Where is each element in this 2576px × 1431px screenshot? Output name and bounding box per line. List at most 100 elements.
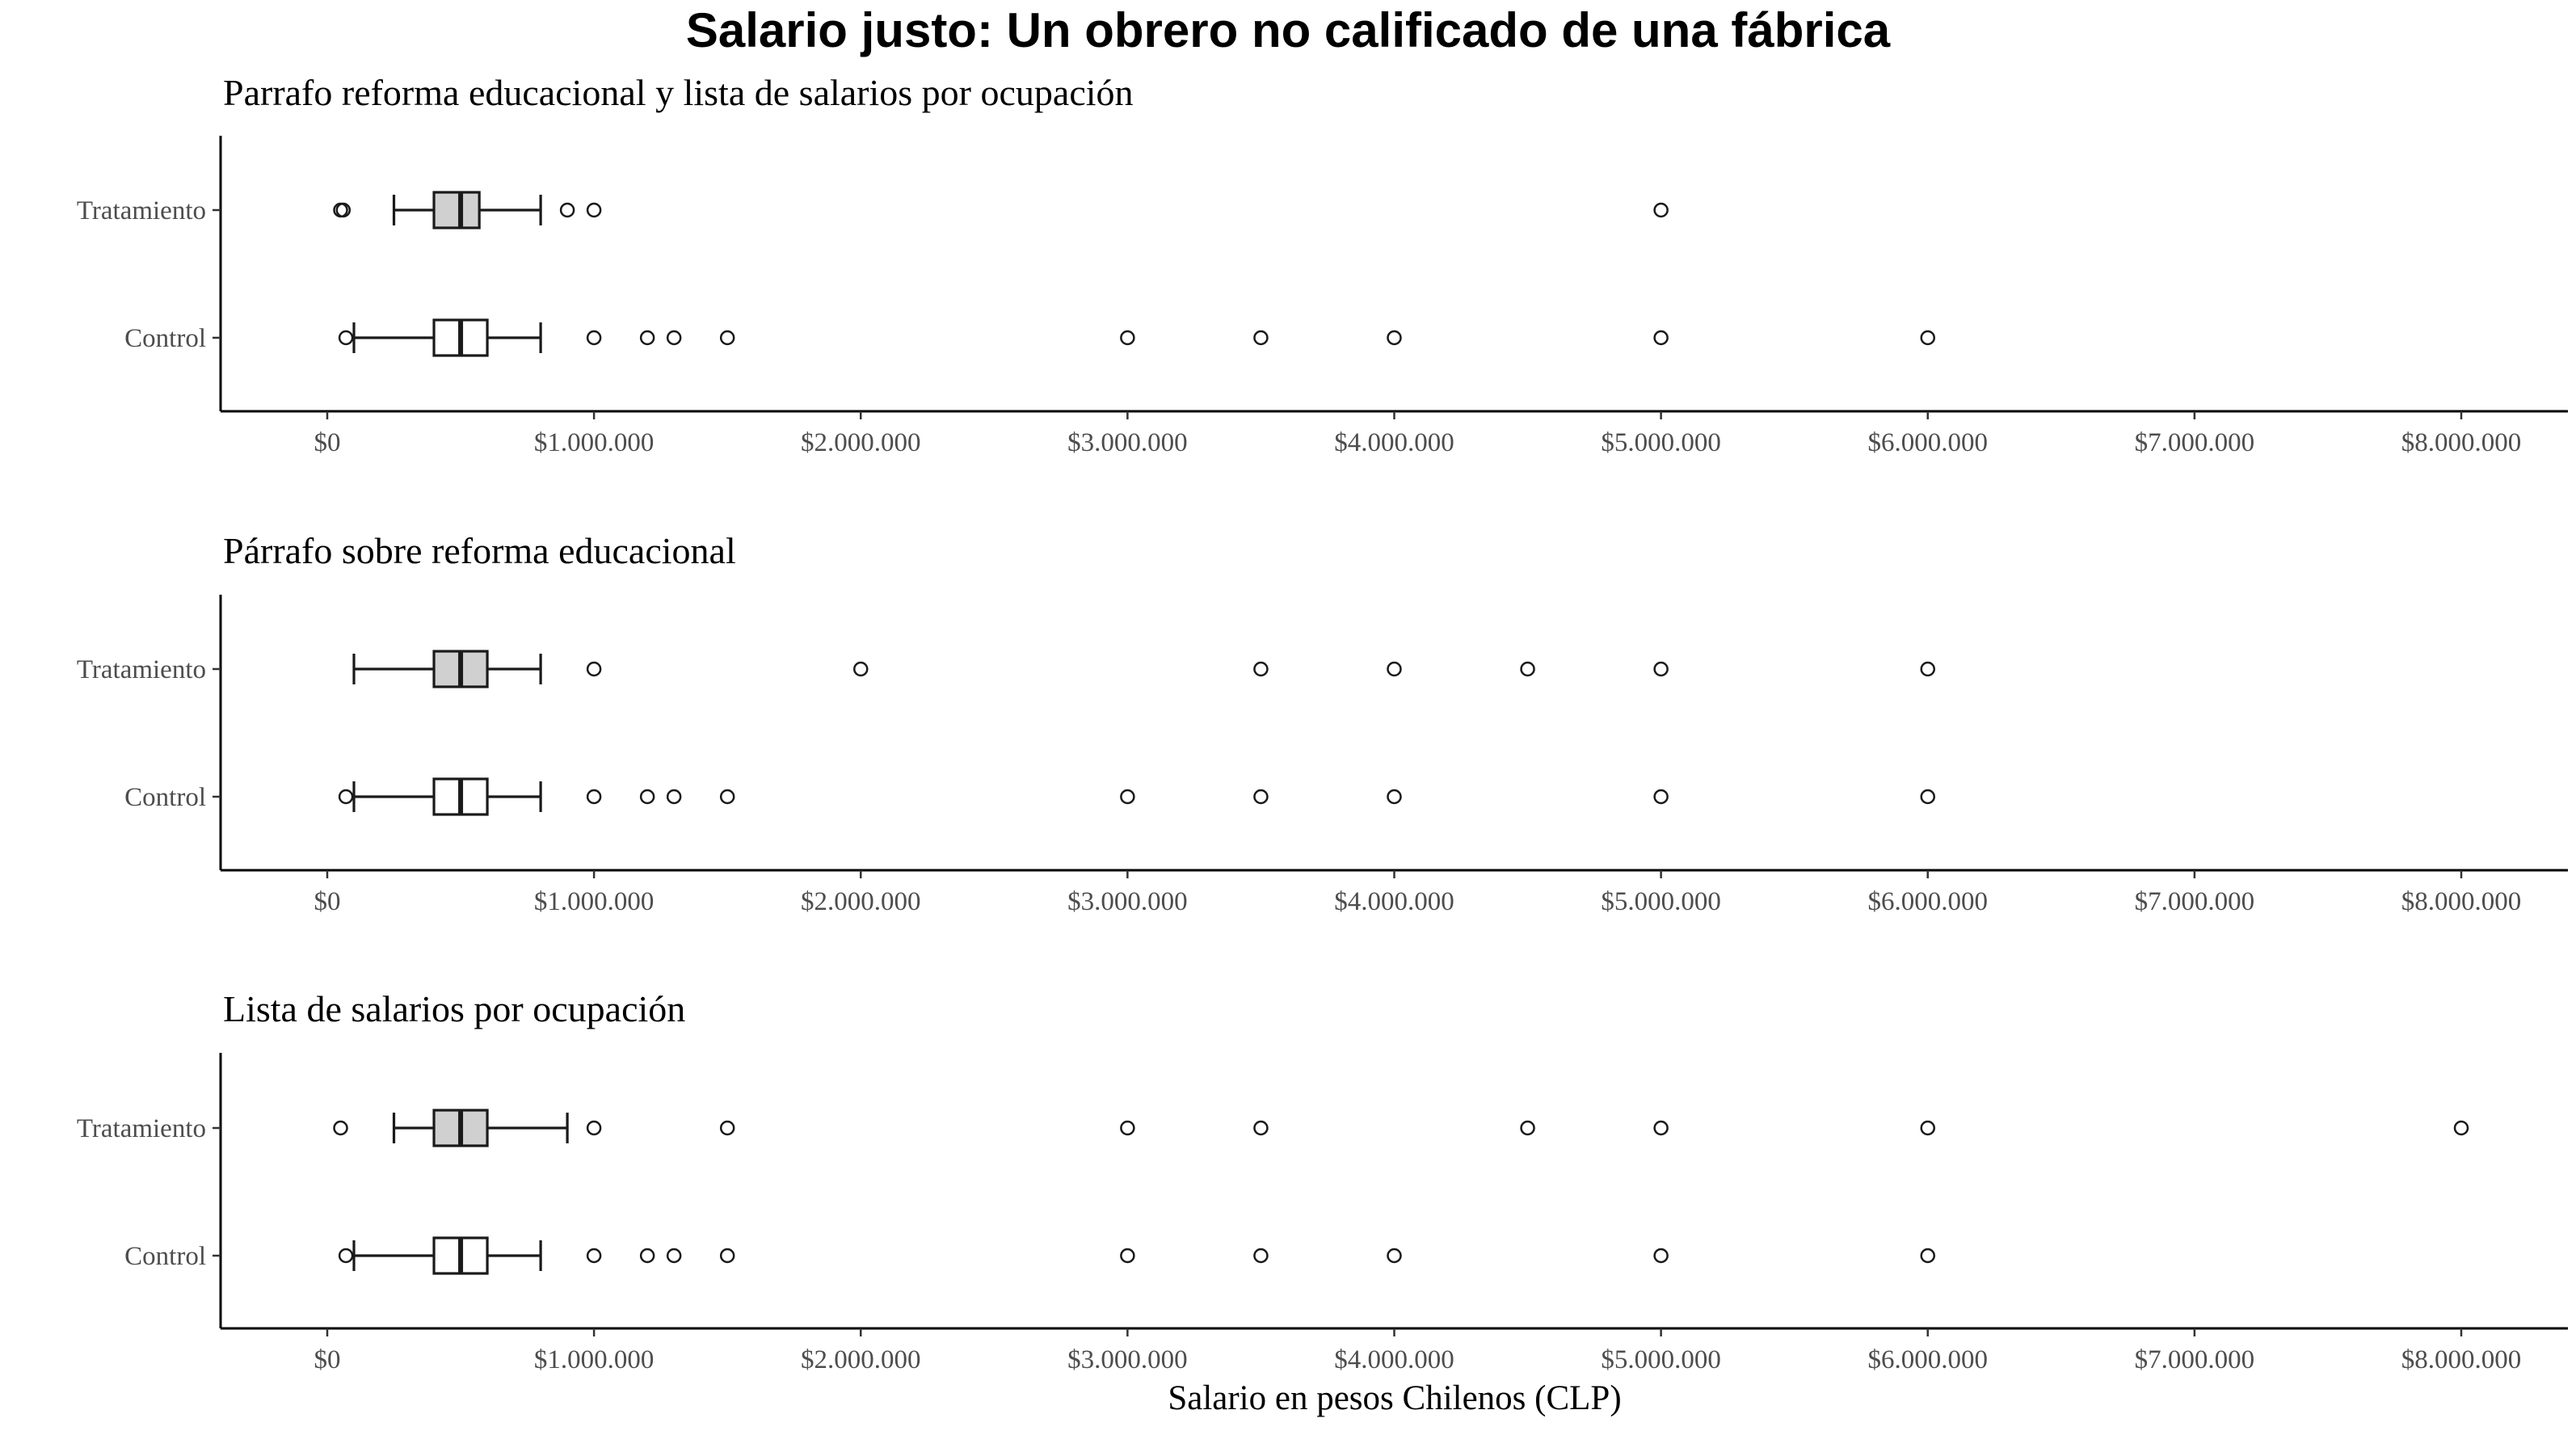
panel-1: Parrafo reforma educacional y lista de s… — [77, 72, 2568, 457]
outlier-point — [586, 661, 602, 677]
x-tick-label: $3.000.000 — [1067, 1345, 1188, 1374]
x-tick-label: $7.000.000 — [2135, 887, 2255, 916]
outlier-point — [1253, 1120, 1269, 1136]
x-tick-label: $6.000.000 — [1868, 1345, 1989, 1374]
x-tick-label: $5.000.000 — [1601, 428, 1721, 457]
x-tick-label: $5.000.000 — [1601, 887, 1721, 916]
outlier-point — [333, 1120, 348, 1136]
chart-title: Salario justo: Un obrero no calificado d… — [686, 3, 1891, 57]
outlier-point — [1653, 789, 1669, 805]
boxplot-control: Control — [124, 1236, 1935, 1275]
outlier-point — [1120, 1120, 1135, 1136]
outlier-point — [1653, 661, 1669, 677]
outlier-point — [1920, 330, 1935, 346]
outlier-point — [719, 330, 735, 346]
panel-3: Lista de salarios por ocupación $0 $1.000.… — [77, 988, 2568, 1374]
y-tick-label: Tratamiento — [77, 655, 206, 684]
outlier-point — [639, 330, 655, 346]
x-tick-label: $4.000.000 — [1334, 1345, 1454, 1374]
boxplot-control: Control — [124, 318, 1935, 357]
x-tick-label: $2.000.000 — [801, 887, 921, 916]
outlier-point — [1920, 1248, 1935, 1264]
x-tick-label: $0 — [314, 887, 341, 916]
outlier-point — [1653, 330, 1669, 346]
outlier-point — [719, 1248, 735, 1264]
x-tick-label: $1.000.000 — [534, 428, 655, 457]
x-tick-label: $2.000.000 — [801, 428, 921, 457]
outlier-point — [639, 1248, 655, 1264]
outlier-point — [1253, 661, 1269, 677]
outlier-point — [1653, 1120, 1669, 1136]
x-tick-label: $5.000.000 — [1601, 1345, 1721, 1374]
panel-2: Párrafo sobre reforma educacional $0 $1.00… — [77, 530, 2568, 916]
x-tick-label: $8.000.000 — [2401, 1345, 2522, 1374]
outlier-point — [338, 789, 354, 805]
outlier-point — [1920, 1120, 1935, 1136]
boxplot-tratamiento: Tratamiento — [77, 191, 1669, 229]
x-tick-label: $1.000.000 — [534, 887, 655, 916]
outlier-point — [1520, 661, 1535, 677]
x-tick-label: $0 — [314, 1345, 341, 1374]
outlier-point — [719, 1120, 735, 1136]
outlier-point — [1387, 661, 1402, 677]
outlier-point — [1253, 789, 1269, 805]
y-tick-label: Control — [124, 324, 206, 353]
outlier-point — [1653, 1248, 1669, 1264]
outlier-point — [2453, 1120, 2469, 1136]
x-tick-label: $7.000.000 — [2135, 428, 2255, 457]
outlier-point — [586, 202, 602, 218]
x-tick-label: $3.000.000 — [1067, 887, 1188, 916]
outlier-point — [853, 661, 869, 677]
x-tick-label: $4.000.000 — [1334, 887, 1454, 916]
x-tick-label: $8.000.000 — [2401, 887, 2522, 916]
outlier-point — [1253, 330, 1269, 346]
y-tick-label: Tratamiento — [77, 196, 206, 225]
outlier-point — [666, 1248, 682, 1264]
outlier-point — [1920, 661, 1935, 677]
panel-title: Lista de salarios por ocupación — [223, 988, 685, 1029]
outlier-point — [586, 330, 602, 346]
outlier-point — [335, 202, 351, 218]
x-tick-label: $4.000.000 — [1334, 428, 1454, 457]
y-tick-label: Control — [124, 1242, 206, 1271]
x-tick-label: $0 — [314, 428, 341, 457]
outlier-point — [1120, 789, 1135, 805]
outlier-point — [586, 1248, 602, 1264]
outlier-point — [1253, 1248, 1269, 1264]
x-tick-label: $6.000.000 — [1868, 887, 1989, 916]
outlier-point — [639, 789, 655, 805]
outlier-point — [1653, 202, 1669, 218]
outlier-point — [1920, 789, 1935, 805]
panel-title: Parrafo reforma educacional y lista de s… — [223, 72, 1134, 113]
outlier-point — [586, 1120, 602, 1136]
y-tick-label: Tratamiento — [77, 1114, 206, 1143]
x-axis-title: Salario en pesos Chilenos (CLP) — [1168, 1379, 1621, 1417]
panel-title: Párrafo sobre reforma educacional — [223, 530, 736, 571]
boxplot-control: Control — [124, 777, 1935, 816]
x-tick-label: $3.000.000 — [1067, 428, 1188, 457]
x-tick-label: $2.000.000 — [801, 1345, 921, 1374]
x-tick-label: $6.000.000 — [1868, 428, 1989, 457]
outlier-point — [1120, 1248, 1135, 1264]
outlier-point — [338, 330, 354, 346]
x-tick-label: $1.000.000 — [534, 1345, 655, 1374]
outlier-point — [1387, 330, 1402, 346]
x-tick-label: $7.000.000 — [2135, 1345, 2255, 1374]
boxplot-tratamiento: Tratamiento — [77, 650, 1935, 688]
outlier-point — [1387, 789, 1402, 805]
outlier-point — [586, 789, 602, 805]
outlier-point — [1387, 1248, 1402, 1264]
outlier-point — [559, 202, 575, 218]
outlier-point — [1120, 330, 1135, 346]
y-tick-label: Control — [124, 783, 206, 812]
x-tick-label: $8.000.000 — [2401, 428, 2522, 457]
panels: Parrafo reforma educacional y lista de s… — [77, 72, 2568, 1374]
outlier-point — [719, 789, 735, 805]
box — [432, 191, 481, 229]
boxplot-tratamiento: Tratamiento — [77, 1109, 2469, 1147]
outlier-point — [666, 789, 682, 805]
outlier-point — [666, 330, 682, 346]
outlier-point — [338, 1248, 354, 1264]
outlier-point — [1520, 1120, 1535, 1136]
